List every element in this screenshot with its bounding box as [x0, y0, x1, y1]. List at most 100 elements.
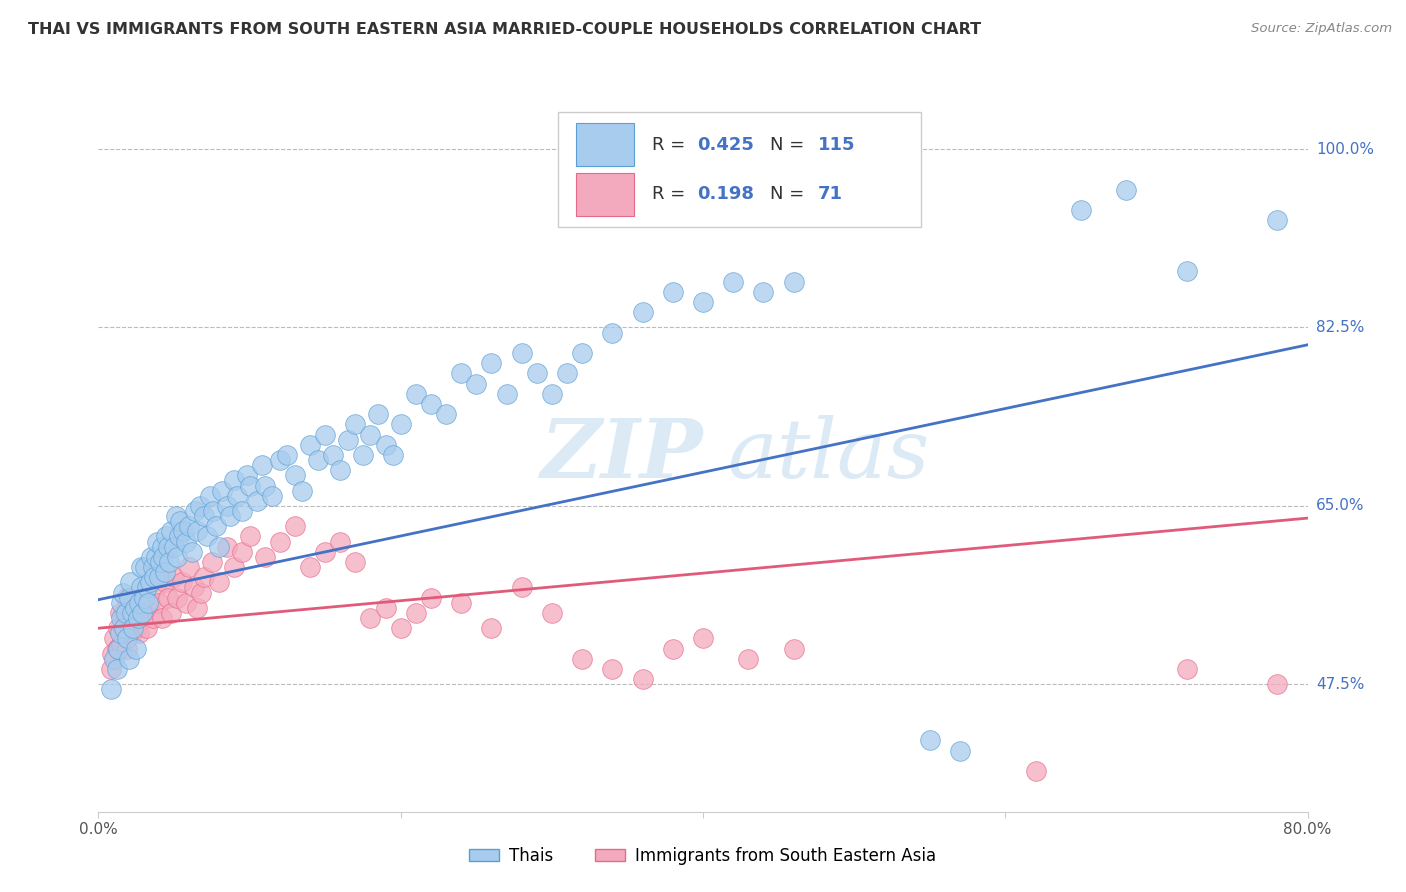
Point	[262, 489, 284, 503]
Point	[190, 585, 212, 599]
Point	[661, 285, 683, 299]
Point	[186, 524, 208, 539]
Point	[145, 581, 167, 595]
Point	[103, 632, 125, 646]
Point	[602, 326, 624, 340]
Point	[100, 662, 122, 676]
Point	[183, 581, 205, 595]
Point	[526, 367, 548, 381]
Point	[434, 407, 457, 421]
Point	[329, 534, 352, 549]
Point	[299, 560, 322, 574]
Point	[211, 483, 233, 498]
Point	[118, 621, 141, 635]
Point	[131, 606, 153, 620]
Point	[405, 386, 427, 401]
Point	[136, 596, 159, 610]
Point	[374, 600, 396, 615]
Point	[949, 743, 972, 757]
Point	[129, 591, 152, 605]
Point	[226, 489, 249, 503]
Point	[118, 591, 141, 605]
Point	[184, 504, 207, 518]
Point	[382, 448, 405, 462]
Point	[125, 641, 148, 656]
Point	[510, 581, 533, 595]
Point	[114, 606, 136, 620]
Point	[405, 606, 427, 620]
Point	[1265, 213, 1288, 227]
Point	[143, 570, 166, 584]
Point	[555, 367, 578, 381]
Point	[134, 560, 156, 574]
Point	[142, 560, 165, 574]
Point	[250, 458, 273, 472]
Text: N =: N =	[769, 186, 810, 203]
Point	[115, 632, 138, 646]
Point	[110, 596, 132, 610]
Point	[239, 529, 262, 543]
Text: N =: N =	[769, 136, 810, 153]
Point	[141, 549, 163, 564]
Point	[661, 641, 683, 656]
Point	[186, 600, 208, 615]
Point	[510, 346, 533, 360]
Text: atlas: atlas	[727, 415, 929, 495]
Point	[145, 549, 167, 564]
Point	[782, 641, 804, 656]
Point	[115, 641, 138, 656]
Point	[166, 591, 188, 605]
Text: 115: 115	[818, 136, 855, 153]
Point	[918, 733, 941, 747]
FancyBboxPatch shape	[576, 173, 634, 216]
Point	[419, 591, 441, 605]
Point	[631, 305, 654, 319]
Point	[239, 478, 262, 492]
Point	[389, 417, 412, 432]
Point	[181, 545, 204, 559]
Point	[389, 621, 412, 635]
Point	[360, 611, 382, 625]
Point	[167, 529, 190, 543]
Text: 100.0%: 100.0%	[1316, 142, 1374, 157]
Point	[1115, 183, 1137, 197]
Point	[160, 606, 183, 620]
Point	[132, 606, 155, 620]
Point	[124, 600, 146, 615]
Point	[737, 652, 759, 666]
Point	[235, 468, 257, 483]
Point	[108, 626, 131, 640]
Point	[153, 575, 176, 590]
Point	[100, 682, 122, 697]
Point	[135, 621, 157, 635]
Point	[177, 519, 201, 533]
Point	[571, 652, 593, 666]
Point	[307, 453, 329, 467]
Text: THAI VS IMMIGRANTS FROM SOUTH EASTERN ASIA MARRIED-COUPLE HOUSEHOLDS CORRELATION: THAI VS IMMIGRANTS FROM SOUTH EASTERN AS…	[28, 22, 981, 37]
Point	[132, 591, 155, 605]
Point	[200, 489, 222, 503]
Point	[450, 367, 472, 381]
Point	[284, 468, 307, 483]
Point	[120, 575, 142, 590]
Point	[122, 611, 145, 625]
Point	[205, 519, 228, 533]
Point	[219, 509, 242, 524]
Point	[105, 641, 128, 656]
Point	[149, 555, 172, 569]
Point	[367, 407, 389, 421]
Point	[107, 641, 129, 656]
Point	[195, 529, 218, 543]
Text: 82.5%: 82.5%	[1316, 320, 1364, 335]
Point	[336, 433, 359, 447]
Point	[215, 540, 238, 554]
Point	[101, 647, 124, 661]
Point	[631, 672, 654, 686]
Point	[107, 621, 129, 635]
Point	[231, 545, 253, 559]
Text: 0.198: 0.198	[697, 186, 754, 203]
Point	[193, 570, 215, 584]
Point	[121, 626, 143, 640]
Point	[165, 509, 187, 524]
Text: 65.0%: 65.0%	[1316, 499, 1364, 514]
